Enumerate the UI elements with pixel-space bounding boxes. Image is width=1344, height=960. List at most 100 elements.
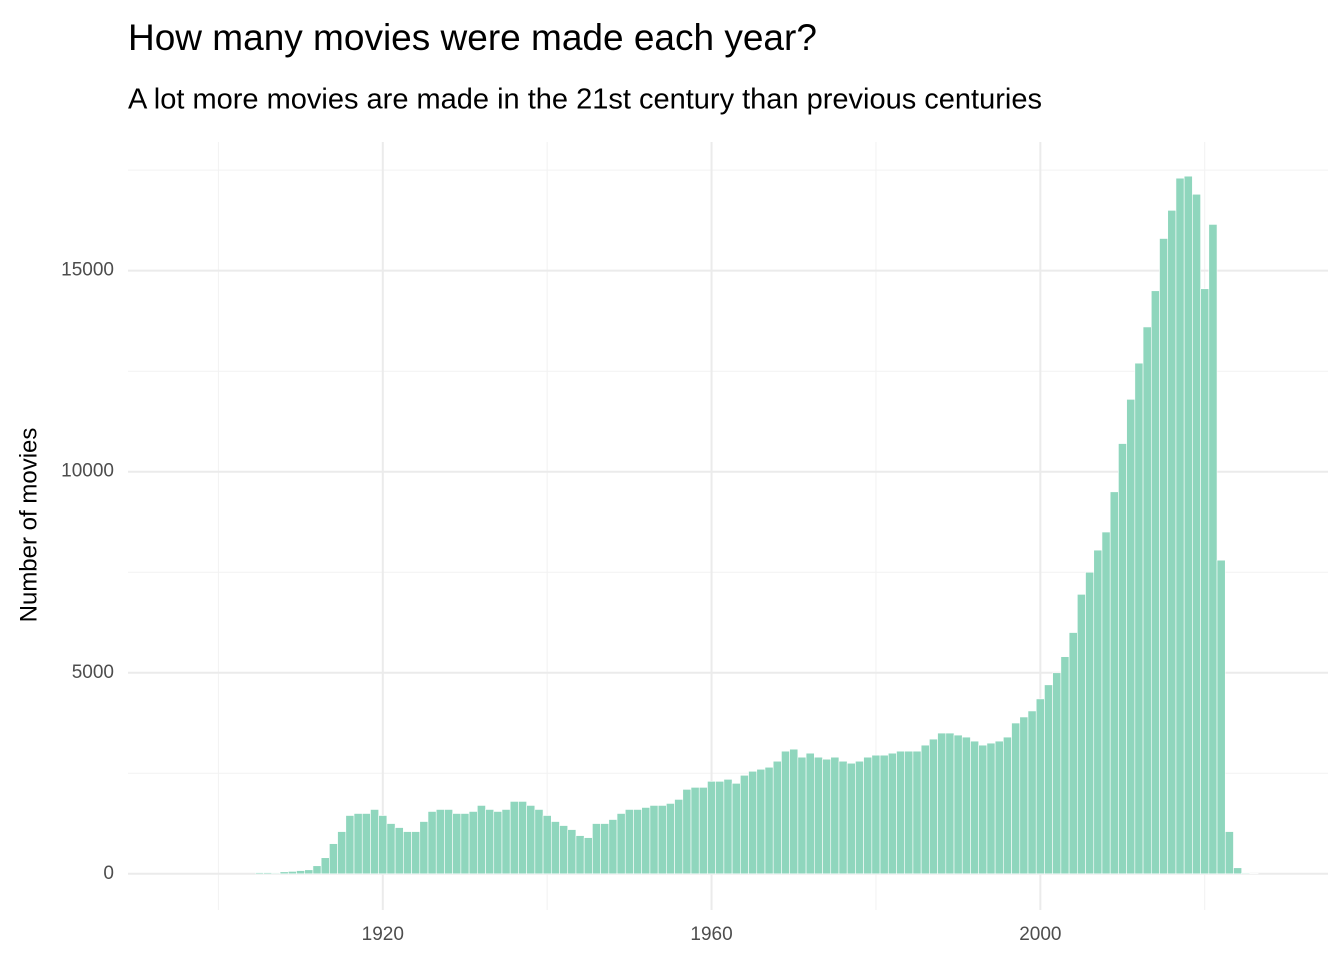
bar [855, 760, 864, 875]
bar [1192, 193, 1201, 875]
bar [1183, 175, 1193, 875]
bar [937, 732, 947, 875]
x-tick-label: 1920 [362, 924, 404, 945]
bar [830, 756, 840, 875]
y-tick-label: 5000 [72, 662, 114, 683]
bar [509, 801, 519, 875]
bar [748, 770, 758, 875]
bar [1085, 571, 1095, 875]
bar [427, 811, 437, 875]
bar [641, 807, 651, 875]
bar [403, 831, 412, 875]
bar [797, 756, 807, 875]
bar [1019, 716, 1029, 875]
bar [805, 752, 815, 875]
bar [1109, 491, 1119, 875]
bar [263, 872, 273, 875]
bar [394, 827, 404, 875]
bar [731, 783, 741, 875]
bar [608, 819, 618, 875]
bar [624, 809, 634, 875]
bar [1142, 326, 1152, 875]
bar [781, 750, 790, 875]
bar [1118, 443, 1127, 875]
bar [501, 809, 511, 875]
y-tick-label: 0 [103, 863, 114, 884]
bar [896, 750, 906, 875]
bar [1044, 684, 1053, 875]
bar [970, 740, 979, 875]
bar [690, 787, 700, 875]
bar [945, 732, 955, 875]
bar [1101, 531, 1111, 875]
bar [1027, 710, 1037, 875]
bar [649, 805, 659, 875]
bar [740, 774, 749, 875]
x-tick-label: 2000 [1019, 924, 1061, 945]
bar [345, 815, 355, 875]
bar [575, 835, 585, 875]
bar [772, 760, 782, 875]
bar [929, 738, 938, 875]
bar [567, 829, 577, 875]
bar [978, 744, 988, 875]
bar [912, 750, 922, 875]
chart-subtitle: A lot more movies are made in the 21st c… [128, 84, 1042, 116]
bar [592, 823, 601, 875]
bar [1208, 224, 1218, 875]
bar [1052, 672, 1062, 875]
bar [1159, 238, 1169, 875]
bar [789, 748, 799, 875]
bar [1077, 594, 1086, 875]
bar [312, 865, 322, 875]
bar [468, 811, 478, 875]
bar [485, 809, 495, 875]
bar [904, 750, 914, 875]
bar [419, 821, 429, 875]
chart-title: How many movies were made each year? [128, 17, 817, 58]
bar [444, 809, 453, 875]
bar [353, 813, 363, 875]
bar [304, 869, 314, 875]
bar [1241, 872, 1251, 875]
bar [337, 831, 347, 875]
bar [764, 766, 774, 875]
bar [723, 779, 733, 875]
bar [329, 843, 338, 875]
bar [616, 813, 626, 875]
bar [814, 756, 823, 875]
bar [370, 809, 379, 875]
bar [1200, 288, 1210, 875]
bar [583, 837, 593, 875]
bar [756, 768, 766, 875]
bar [986, 742, 996, 875]
bar [1126, 399, 1136, 875]
bar [1003, 736, 1012, 875]
bar [411, 831, 421, 875]
bar [674, 799, 684, 875]
bar [296, 870, 306, 875]
bar [386, 823, 396, 875]
bar [715, 781, 725, 875]
bar [550, 821, 560, 875]
bar [518, 801, 527, 875]
y-tick-label: 10000 [61, 461, 114, 482]
bar [600, 823, 610, 875]
bar [435, 809, 445, 875]
bar [493, 811, 503, 875]
bar [871, 754, 881, 875]
bar [477, 805, 486, 875]
bar [1060, 656, 1070, 875]
x-tick-label: 1960 [690, 924, 732, 945]
bar [542, 815, 552, 875]
bar [1011, 722, 1021, 875]
bar [1093, 549, 1103, 875]
bar [1233, 867, 1242, 875]
bar [961, 736, 971, 875]
bar [682, 789, 692, 875]
bar [1175, 177, 1185, 875]
bar [279, 871, 289, 875]
bar [953, 734, 963, 875]
bar [920, 744, 930, 875]
bar [707, 781, 716, 875]
